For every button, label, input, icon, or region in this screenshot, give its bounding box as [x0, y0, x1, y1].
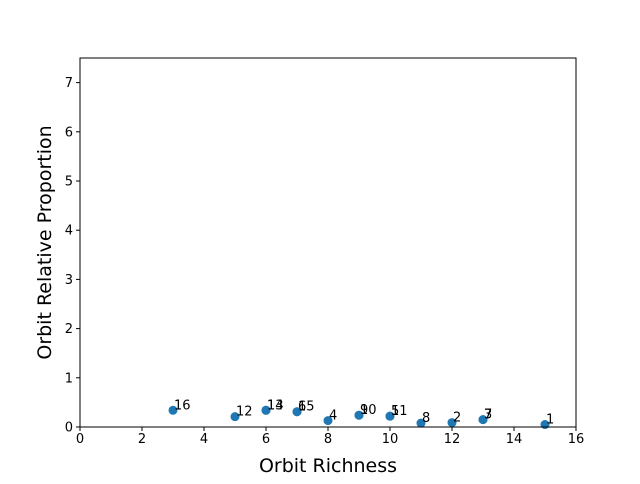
x-tick-label: 10: [382, 432, 399, 447]
point-label: 2: [453, 411, 461, 426]
point-label: 4: [329, 409, 337, 424]
y-tick-label: 0: [65, 421, 73, 436]
point-label: 10: [360, 403, 377, 418]
y-axis-ticks: 0 1 2 3 4 5 6 7: [65, 76, 80, 436]
point-label: 8: [422, 411, 430, 426]
data-points: [168, 405, 550, 430]
scatter-point: [354, 410, 364, 420]
scatter-point: [323, 416, 333, 426]
point-label: 15: [298, 400, 315, 415]
x-tick-label: 12: [444, 432, 461, 447]
point-label: 9: [360, 403, 368, 418]
y-tick-label: 2: [65, 322, 73, 337]
scatter-point: [230, 412, 240, 422]
scatter-point: [292, 407, 302, 417]
y-tick-label: 5: [65, 175, 73, 190]
x-axis-label: Orbit Richness: [259, 455, 397, 477]
y-axis-label: Orbit Relative Proportion: [34, 125, 56, 359]
point-label: 11: [391, 404, 408, 419]
scatter-point: [168, 405, 178, 415]
x-axis-ticks: 0 2 4 6 8 10 12 14 16: [76, 427, 584, 447]
x-tick-label: 14: [506, 432, 523, 447]
x-tick-label: 6: [262, 432, 270, 447]
point-label: 6: [298, 400, 306, 415]
x-tick-label: 0: [76, 432, 84, 447]
point-label: 3: [484, 408, 492, 423]
x-tick-label: 4: [200, 432, 208, 447]
point-label: 5: [391, 404, 399, 419]
scatter-point: [385, 411, 395, 421]
y-tick-label: 6: [65, 125, 73, 140]
y-tick-label: 1: [65, 371, 73, 386]
scatter-point: [261, 405, 271, 415]
x-tick-label: 8: [324, 432, 332, 447]
plot-frame: [79, 57, 577, 428]
scatter-point: [447, 418, 457, 428]
scatter-point: [478, 415, 488, 425]
scatter-point: [416, 418, 426, 428]
point-label: 16: [174, 398, 191, 413]
point-label: 12: [236, 405, 253, 420]
point-label: 7: [484, 408, 492, 423]
y-tick-label: 4: [65, 224, 73, 239]
x-tick-label: 2: [138, 432, 146, 447]
point-label: 14: [267, 398, 284, 413]
y-tick-label: 3: [65, 273, 73, 288]
y-tick-label: 7: [65, 76, 73, 91]
point-label: 1: [546, 413, 554, 428]
point-label: 13: [267, 398, 284, 413]
x-tick-label: 16: [568, 432, 585, 447]
